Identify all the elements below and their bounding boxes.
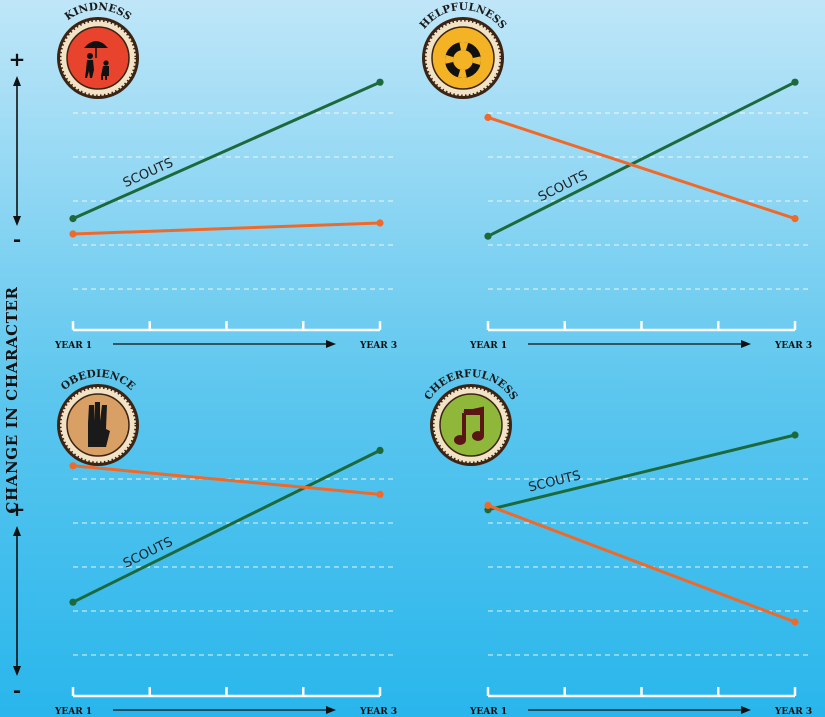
scouts-point-year3: [376, 446, 384, 454]
x-tick-label-start: YEAR 1: [469, 707, 507, 717]
y-axis-plus-bottom: +: [9, 497, 26, 521]
comparison-point-year3: [791, 618, 799, 626]
badge: CHEERFULNESS: [422, 368, 520, 466]
badge-stitching: [423, 18, 503, 98]
chart-panels: YEAR 1 YEAR 3 SCOUTS KINDNESS YEAR 1 YEAR 3 SC…: [54, 1, 812, 717]
x-tick-label-end: YEAR 3: [774, 341, 812, 351]
badge-face: [439, 393, 503, 457]
y-axis-minus-bottom: -: [13, 678, 21, 702]
scouts-point-year1: [69, 215, 77, 223]
scouts-point-year3: [791, 78, 799, 86]
badge-stitching: [431, 385, 511, 465]
umbrella-shape: [84, 41, 108, 48]
scout-salute-hand-icon: [88, 402, 110, 447]
comparison-point-year1: [69, 230, 77, 238]
y-axis-arrowhead-top-up: [13, 76, 21, 86]
scouts-point-year1: [69, 598, 77, 606]
y-axis-label: CHANGE IN CHARACTER: [3, 286, 21, 513]
life-ring-icon: [445, 42, 481, 78]
scouts-point-year1: [484, 232, 492, 240]
y-axis-arrowhead-bottom-up: [13, 526, 21, 536]
y-axis-arrowhead-bottom-down: [13, 666, 21, 676]
y-axis-plus-top: +: [9, 47, 26, 71]
hand-shape: [88, 402, 110, 447]
scouts-point-year3: [791, 431, 799, 439]
music-note-icon: [454, 406, 484, 445]
comparison-point-year3: [376, 490, 384, 498]
series-label-scouts: SCOUTS: [527, 468, 582, 495]
comparison-point-year1: [69, 462, 77, 470]
comparison-series-line: [487, 503, 796, 624]
x-tick-label-end: YEAR 3: [359, 707, 397, 717]
badge: OBEDIENCE: [57, 368, 139, 466]
scouts-series-line: [72, 449, 381, 604]
comparison-series-line: [72, 464, 381, 496]
x-tick-label-start: YEAR 1: [469, 341, 507, 351]
x-axis-arrowhead: [741, 340, 751, 348]
x-tick-label-start: YEAR 1: [54, 341, 92, 351]
y-axis-arrowhead-top-down: [13, 216, 21, 226]
y-axis-label-group: CHANGE IN CHARACTER + - + -: [3, 47, 25, 702]
comparison-point-year1: [484, 501, 492, 509]
comparison-point-year3: [376, 219, 384, 227]
comparison-series-line: [487, 115, 796, 221]
x-axis-arrowhead: [741, 706, 751, 714]
comparison-point-year3: [791, 215, 799, 223]
y-axis-minus-top: -: [13, 227, 21, 251]
x-tick-label-start: YEAR 1: [54, 707, 92, 717]
x-axis-arrowhead: [326, 706, 336, 714]
x-tick-label-end: YEAR 3: [359, 341, 397, 351]
badge-stitching: [58, 385, 138, 465]
badge: HELPFULNESS: [417, 1, 509, 99]
comparison-series-line: [72, 221, 381, 236]
scouts-series-line: [487, 433, 796, 512]
badge: KINDNESS: [57, 1, 139, 99]
chart-panel-cheerfulness: YEAR 1 YEAR 3 SCOUTS CHEERFULNESS: [422, 368, 812, 717]
scouts-point-year3: [376, 78, 384, 86]
scouts-series-line: [72, 80, 381, 220]
badge-stitching: [58, 18, 138, 98]
adult-child-umbrella-icon: [84, 41, 109, 80]
scouts-series-line: [487, 80, 796, 238]
x-tick-label-end: YEAR 3: [774, 707, 812, 717]
comparison-point-year1: [484, 113, 492, 121]
badge-face: [66, 26, 130, 90]
x-axis-arrowhead: [326, 340, 336, 348]
